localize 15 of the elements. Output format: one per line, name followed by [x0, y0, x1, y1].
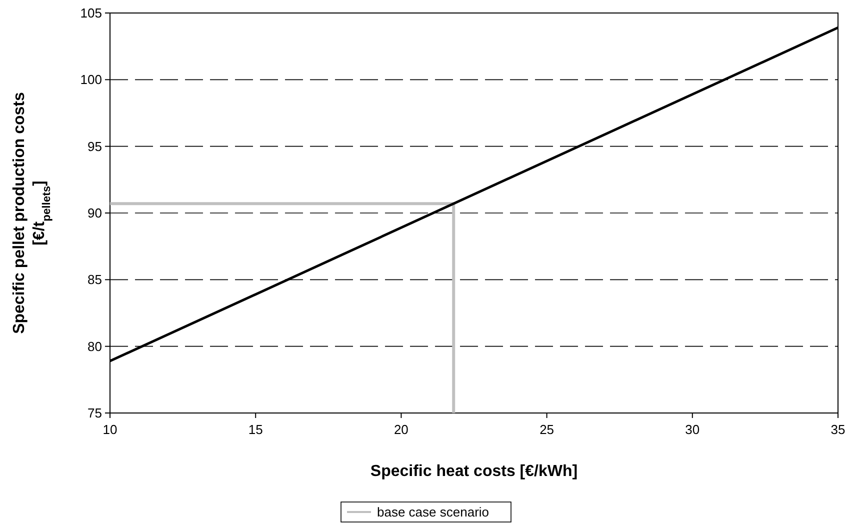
x-tick-label: 35 [830, 422, 846, 437]
y-tick-label: 85 [88, 272, 102, 288]
y-tick-label: 90 [88, 206, 102, 220]
x-tick-label: 30 [685, 422, 700, 437]
y-tick-label: 75 [88, 406, 102, 420]
x-axis-title: Specific heat costs [€/kWh] [370, 463, 578, 480]
y-tick-label: 105 [80, 6, 102, 20]
legend-label: base case scenario [377, 504, 490, 520]
x-tick-label: 15 [248, 422, 263, 437]
x-tick-label: 10 [102, 422, 118, 437]
y-tick-label: 80 [88, 338, 102, 354]
x-tick-label: 20 [394, 422, 408, 437]
x-tick-label: 25 [540, 422, 554, 437]
y-tick-label: 95 [88, 138, 102, 154]
y-tick-label: 100 [80, 72, 102, 88]
